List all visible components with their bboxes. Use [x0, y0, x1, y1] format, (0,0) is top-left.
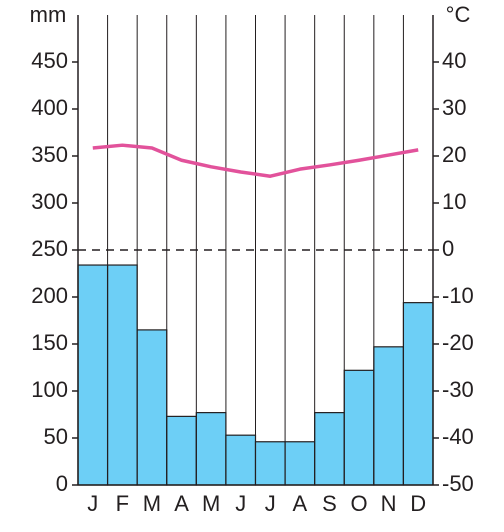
x-tick-label: J [235, 491, 246, 516]
y2-tick-label: -40 [442, 424, 474, 449]
bar [284, 441, 316, 486]
y-tick-label: 350 [31, 142, 68, 167]
bar [254, 441, 286, 486]
x-tick-label: N [381, 491, 397, 516]
x-tick-label: S [322, 491, 337, 516]
bar [166, 415, 197, 486]
x-tick-label: A [174, 491, 189, 516]
x-tick-label: J [265, 491, 276, 516]
bar [195, 412, 227, 486]
temperature-line [92, 143, 419, 178]
y-tick-label: 0 [56, 471, 68, 496]
y2-tick-label: -20 [442, 330, 474, 355]
x-tick-label: J [87, 491, 98, 516]
y-tick-label: 100 [31, 377, 68, 402]
x-tick-label: M [202, 491, 220, 516]
bar [77, 264, 109, 486]
y2-axis-label: °C [446, 2, 471, 27]
y2-tick-label: 20 [442, 142, 466, 167]
y-tick-label: 450 [31, 48, 68, 73]
x-tick-label: D [410, 491, 426, 516]
x-tick-label: F [116, 491, 129, 516]
y2-tick-label: 40 [442, 48, 466, 73]
bar [106, 264, 138, 486]
x-tick-label: M [143, 491, 161, 516]
y2-tick-label: 0 [442, 236, 454, 261]
bar [225, 434, 257, 486]
bar [402, 302, 434, 486]
bar [136, 329, 168, 486]
y2-tick-label: 10 [442, 189, 466, 214]
y2-tick-label: -30 [442, 377, 474, 402]
y-tick-label: 250 [31, 236, 68, 261]
y-tick-label: 200 [31, 283, 68, 308]
y2-tick-label: 30 [442, 95, 466, 120]
bar [314, 412, 345, 486]
y2-tick-label: -10 [442, 283, 474, 308]
x-tick-label: O [350, 491, 367, 516]
y-tick-label: 150 [31, 330, 68, 355]
y-tick-label: 300 [31, 189, 68, 214]
y-tick-label: 50 [44, 424, 68, 449]
y-tick-label: 400 [31, 95, 68, 120]
x-tick-label: A [293, 491, 308, 516]
y-axis-label: mm [30, 2, 67, 27]
bar [343, 369, 375, 486]
bar [373, 346, 405, 486]
y2-tick-label: -50 [442, 471, 474, 496]
